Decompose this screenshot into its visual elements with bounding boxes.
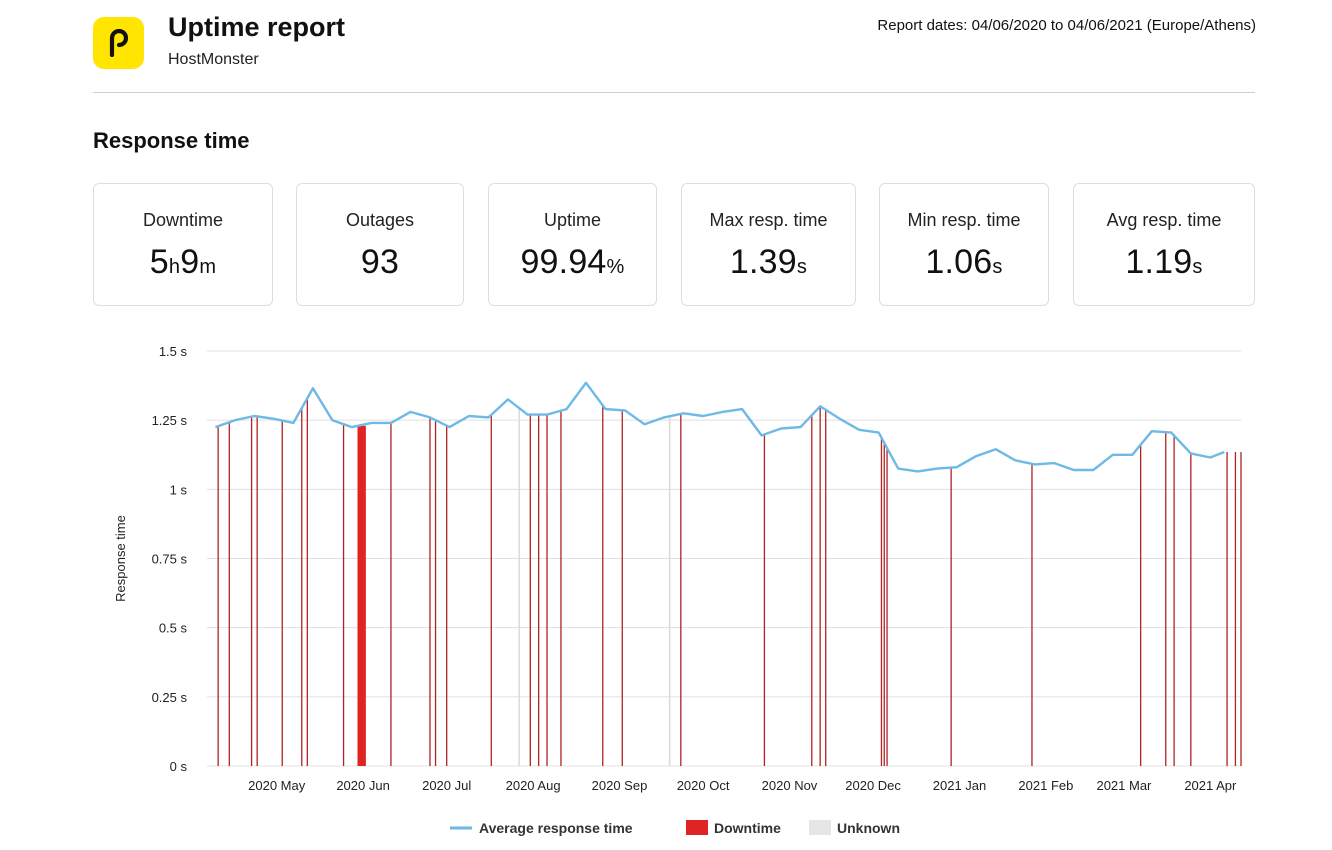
response-time-chart: 0 s 0.25 s 0.5 s 0.75 s 1 s 1.25 s 1.5 s 2020 M… (113, 344, 1242, 836)
x-tick-label: 2021 Feb (1018, 778, 1073, 793)
x-tick-label: 2020 Dec (845, 778, 901, 793)
stat-value: 1.06s (925, 243, 1003, 281)
x-tick-label: 2021 Jan (933, 778, 987, 793)
stat-label: Downtime (142, 210, 224, 230)
stat-label: Uptime (543, 210, 601, 230)
x-tick-label: 2020 May (248, 778, 306, 793)
site-name: HostMonster (168, 51, 259, 68)
y-tick-label: 1.25 s (152, 413, 188, 428)
x-tick-label: 2020 Jul (422, 778, 471, 793)
logo-p-icon (109, 29, 128, 57)
page-title: Uptime report (168, 12, 346, 42)
stat-value: 93 (360, 243, 400, 281)
y-tick-label: 0.5 s (159, 621, 188, 636)
stat-label: Max resp. time (709, 210, 828, 230)
section-title: Response time (93, 128, 250, 153)
legend-downtime-label: Downtime (714, 820, 781, 836)
stat-value: 99.94% (520, 243, 625, 281)
legend-unknown-swatch (809, 820, 831, 835)
stat-card-max-resp: Max resp. time 1.39s (681, 183, 856, 306)
legend-line-label: Average response time (479, 820, 633, 836)
legend-downtime-swatch (686, 820, 708, 835)
y-tick-label: 0 s (170, 759, 188, 774)
y-tick-label: 0.25 s (152, 690, 188, 705)
stat-label: Min resp. time (907, 210, 1021, 230)
x-tick-label: 2020 Nov (762, 778, 818, 793)
y-tick-label: 1.5 s (159, 344, 188, 359)
header-divider (93, 92, 1255, 93)
app-logo (93, 17, 144, 69)
y-axis-title: Response time (113, 515, 128, 602)
stat-value: 5h9m (149, 243, 217, 281)
x-tick-label: 2020 Jun (336, 778, 390, 793)
stat-card-outages: Outages 93 (296, 183, 464, 306)
legend-unknown-label: Unknown (837, 820, 900, 836)
stat-card-downtime: Downtime 5h9m (93, 183, 273, 306)
stat-card-uptime: Uptime 99.94% (488, 183, 657, 306)
stat-label: Outages (345, 210, 415, 230)
y-tick-label: 0.75 s (152, 552, 188, 567)
x-tick-label: 2020 Sep (592, 778, 648, 793)
downtime-block (357, 425, 366, 766)
stat-value: 1.39s (729, 243, 808, 281)
report-dates: Report dates: 04/06/2020 to 04/06/2021 (… (877, 17, 1256, 34)
stat-card-min-resp: Min resp. time 1.06s (879, 183, 1049, 306)
stat-value: 1.19s (1125, 243, 1203, 281)
x-tick-label: 2021 Apr (1184, 778, 1237, 793)
x-tick-label: 2021 Mar (1096, 778, 1152, 793)
x-tick-label: 2020 Oct (677, 778, 730, 793)
y-tick-label: 1 s (170, 482, 188, 497)
stat-card-avg-resp: Avg resp. time 1.19s (1073, 183, 1255, 306)
stat-label: Avg resp. time (1106, 210, 1222, 230)
x-tick-label: 2020 Aug (506, 778, 561, 793)
avg-response-line (214, 381, 1225, 473)
